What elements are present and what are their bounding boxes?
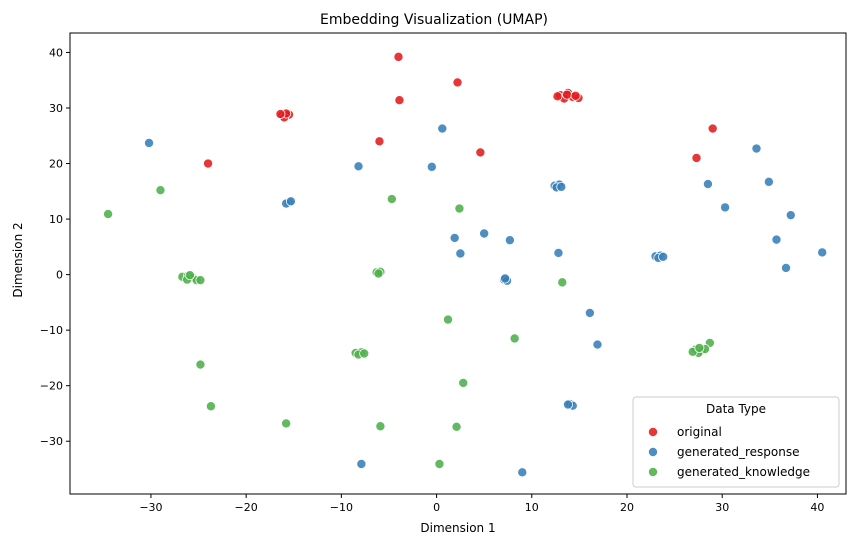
- point-original: [571, 91, 580, 100]
- point-generated-knowledge: [387, 194, 396, 203]
- legend: Data Type original generated_responsegene…: [633, 397, 839, 487]
- point-generated-response: [786, 211, 795, 220]
- point-generated-knowledge: [103, 209, 112, 218]
- point-original: [553, 92, 562, 101]
- legend-marker-generated-response: [648, 447, 657, 456]
- chart-title: Embedding Visualization (UMAP): [320, 12, 548, 28]
- legend-marker-original: [648, 427, 657, 436]
- y-tick-label: 20: [49, 158, 63, 171]
- point-generated-knowledge: [558, 278, 567, 287]
- point-generated-response: [752, 144, 761, 153]
- y-tick-label: 10: [49, 213, 63, 226]
- point-generated-response: [505, 236, 514, 245]
- x-tick-label: −30: [139, 501, 162, 514]
- point-generated-response: [720, 203, 729, 212]
- point-generated-knowledge: [282, 419, 291, 428]
- x-tick-label: 40: [810, 501, 824, 514]
- point-generated-response: [456, 249, 465, 258]
- point-generated-response: [585, 308, 594, 317]
- point-generated-response: [554, 248, 563, 257]
- point-generated-response: [480, 229, 489, 238]
- point-generated-response: [518, 468, 527, 477]
- point-generated-knowledge: [360, 349, 369, 358]
- point-original: [203, 159, 212, 168]
- x-axis-label: Dimension 1: [420, 521, 495, 535]
- point-generated-response: [557, 182, 566, 191]
- point-generated-response: [818, 248, 827, 257]
- point-original: [562, 90, 571, 99]
- point-generated-response: [438, 124, 447, 133]
- point-generated-response: [450, 233, 459, 242]
- point-generated-knowledge: [206, 402, 215, 411]
- y-tick-label: 40: [49, 46, 63, 59]
- point-generated-response: [772, 235, 781, 244]
- x-tick-label: −20: [235, 501, 258, 514]
- point-generated-response: [659, 252, 668, 261]
- y-tick-label: −20: [40, 380, 63, 393]
- point-generated-response: [501, 274, 510, 283]
- y-tick-label: 0: [56, 269, 63, 282]
- point-generated-response: [593, 340, 602, 349]
- point-generated-knowledge: [452, 422, 461, 431]
- point-generated-knowledge: [510, 334, 519, 343]
- point-generated-knowledge: [459, 378, 468, 387]
- point-generated-knowledge: [376, 422, 385, 431]
- point-original: [395, 96, 404, 105]
- point-generated-knowledge: [695, 343, 704, 352]
- point-generated-response: [781, 263, 790, 272]
- point-generated-response: [427, 162, 436, 171]
- x-tick-label: 20: [620, 501, 634, 514]
- point-generated-response: [703, 179, 712, 188]
- point-generated-knowledge: [435, 459, 444, 468]
- y-tick-label: −10: [40, 324, 63, 337]
- point-generated-knowledge: [196, 360, 205, 369]
- point-generated-knowledge: [156, 186, 165, 195]
- point-generated-knowledge: [196, 276, 205, 285]
- legend-marker-generated-knowledge: [648, 467, 657, 476]
- point-original: [276, 109, 285, 118]
- y-axis-label: Dimension 2: [11, 222, 25, 297]
- point-generated-knowledge: [374, 269, 383, 278]
- point-original: [394, 52, 403, 61]
- point-original: [453, 78, 462, 87]
- point-generated-response: [144, 138, 153, 147]
- x-tick-label: 10: [525, 501, 539, 514]
- x-tick-label: −10: [330, 501, 353, 514]
- point-original: [476, 148, 485, 157]
- legend-label-generated-knowledge: generated_knowledge: [677, 465, 810, 479]
- point-generated-response: [354, 162, 363, 171]
- x-tick-label: 0: [433, 501, 440, 514]
- point-original: [692, 153, 701, 162]
- point-generated-knowledge: [455, 204, 464, 213]
- point-original: [375, 137, 384, 146]
- legend-title: Data Type: [706, 402, 766, 416]
- point-original: [708, 124, 717, 133]
- legend-label-original: original: [677, 425, 722, 439]
- point-generated-response: [563, 400, 572, 409]
- point-generated-response: [286, 197, 295, 206]
- point-generated-response: [764, 177, 773, 186]
- x-tick-label: 30: [715, 501, 729, 514]
- point-generated-knowledge: [185, 271, 194, 280]
- point-generated-response: [357, 459, 366, 468]
- y-tick-label: 30: [49, 102, 63, 115]
- y-tick-label: −30: [40, 435, 63, 448]
- point-generated-knowledge: [443, 315, 452, 324]
- legend-label-generated-response: generated_response: [677, 445, 799, 459]
